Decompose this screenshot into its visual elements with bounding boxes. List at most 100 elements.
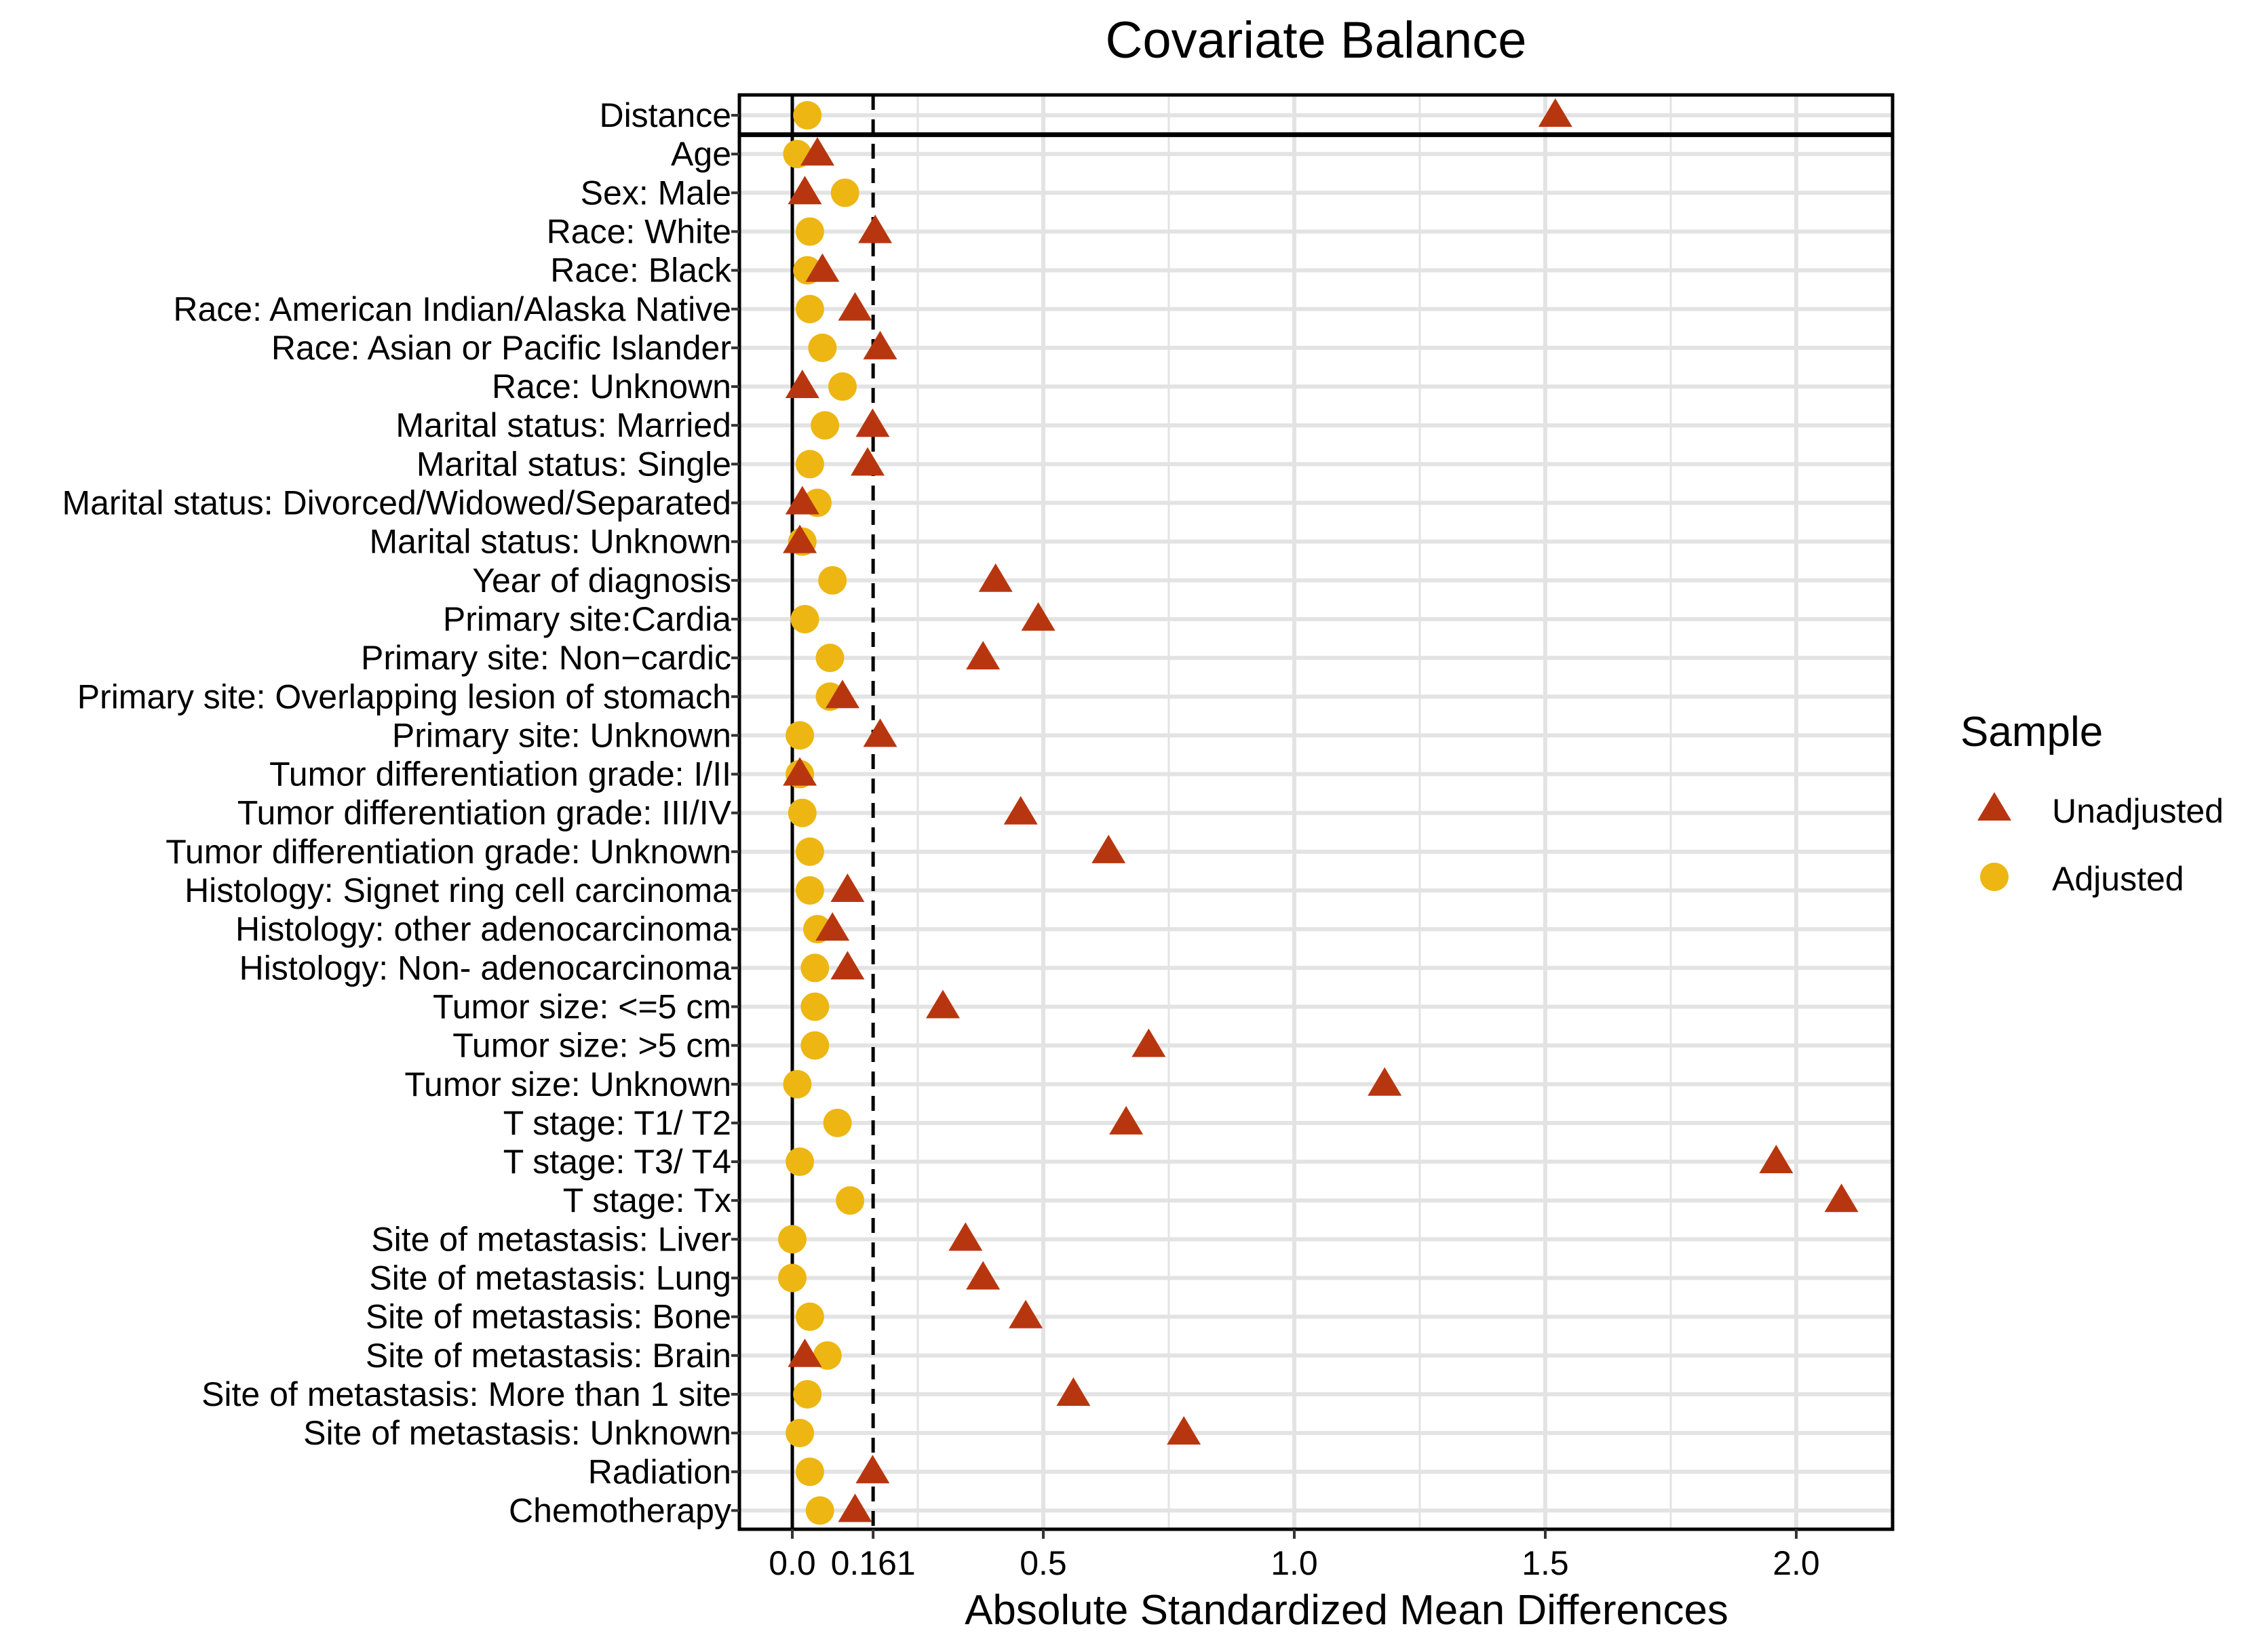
y-tick-label: Radiation xyxy=(588,1453,731,1491)
point-adjusted xyxy=(811,411,840,440)
point-adjusted xyxy=(795,294,824,323)
y-tick-label: Tumor size: <=5 cm xyxy=(433,987,731,1025)
point-unadjusted xyxy=(1538,98,1572,127)
point-unadjusted xyxy=(855,408,890,437)
grid-lines xyxy=(739,95,1893,1529)
point-unadjusted xyxy=(855,1455,890,1484)
y-tick-label: Tumor size: Unknown xyxy=(404,1065,731,1103)
point-unadjusted xyxy=(830,873,865,902)
point-unadjusted xyxy=(788,176,822,205)
y-tick-label: Tumor differentiation grade: Unknown xyxy=(166,833,731,871)
point-adjusted xyxy=(800,992,830,1021)
point-unadjusted xyxy=(788,1338,822,1367)
point-unadjusted xyxy=(1109,1105,1144,1135)
point-unadjusted xyxy=(1091,834,1126,863)
y-tick-label: Histology: other adenocarcinoma xyxy=(235,910,731,948)
point-adjusted xyxy=(783,1069,812,1099)
y-tick-label: T stage: T3/ T4 xyxy=(503,1143,731,1181)
point-unadjusted xyxy=(830,951,865,980)
legend: Sample Unadjusted Adjusted xyxy=(1960,709,2224,898)
point-unadjusted xyxy=(783,524,817,553)
y-tick-label: Primary site: Non−cardic xyxy=(361,639,731,677)
point-unadjusted xyxy=(1824,1183,1859,1213)
x-tick-label: 0.161 xyxy=(831,1544,916,1582)
y-tick-label: Race: Asian or Pacific Islander xyxy=(271,329,731,367)
y-tick-label: Site of metastasis: Bone xyxy=(366,1298,731,1336)
y-tick-label: Marital status: Married xyxy=(395,406,731,444)
point-unadjusted xyxy=(966,1261,1001,1290)
legend-label-adjusted: Adjusted xyxy=(2052,860,2184,898)
y-tick-label: Histology: Non- adenocarcinoma xyxy=(239,949,732,987)
point-unadjusted xyxy=(1131,1028,1166,1057)
y-tick-label: Marital status: Divorced/Widowed/Separat… xyxy=(62,484,731,522)
x-tick-label: 0.0 xyxy=(769,1544,816,1582)
y-tick-label: Tumor differentiation grade: III/IV xyxy=(237,794,732,832)
point-unadjusted xyxy=(851,447,885,476)
y-tick-label: Age xyxy=(671,135,731,173)
point-unadjusted xyxy=(863,718,897,747)
point-unadjusted xyxy=(978,563,1013,592)
y-tick-label: Race: White xyxy=(547,212,731,250)
y-tick-label: Race: Black xyxy=(550,252,732,290)
x-tick-label: 2.0 xyxy=(1773,1544,1820,1582)
point-unadjusted xyxy=(1056,1377,1091,1406)
y-tick-label: Race: Unknown xyxy=(492,368,731,406)
point-adjusted xyxy=(786,1147,815,1177)
point-unadjusted xyxy=(815,912,850,941)
point-unadjusted xyxy=(838,292,872,321)
x-tick-label: 1.0 xyxy=(1271,1544,1318,1582)
data-points xyxy=(778,98,1859,1525)
y-tick-label: Site of metastasis: Unknown xyxy=(303,1414,731,1452)
point-adjusted xyxy=(818,566,847,595)
y-tick-label: Primary site:Cardia xyxy=(443,600,731,638)
point-unadjusted xyxy=(1368,1067,1402,1096)
y-tick-label: Marital status: Single xyxy=(417,445,731,483)
y-tick-label: Site of metastasis: Lung xyxy=(369,1259,731,1297)
x-axis: 0.0 0.161 0.5 1.0 1.5 2.0 xyxy=(769,1529,1820,1582)
point-unadjusted xyxy=(785,486,819,515)
point-adjusted xyxy=(836,1186,865,1215)
point-adjusted xyxy=(793,1379,822,1409)
x-tick-label: 1.5 xyxy=(1522,1544,1569,1582)
y-tick-label: Site of metastasis: Brain xyxy=(366,1337,731,1375)
point-adjusted xyxy=(795,1302,824,1331)
point-adjusted xyxy=(795,217,824,246)
legend-unadjusted-triangle-icon xyxy=(1977,792,2011,821)
point-adjusted xyxy=(813,1341,842,1370)
y-tick-label: Sex: Male xyxy=(581,174,731,212)
point-unadjusted xyxy=(1009,1299,1043,1329)
point-adjusted xyxy=(805,1496,834,1525)
y-tick-label: Tumor differentiation grade: I/II xyxy=(269,755,731,793)
point-adjusted xyxy=(795,876,824,905)
point-adjusted xyxy=(815,644,845,673)
y-tick-label: Year of diagnosis xyxy=(472,562,731,599)
y-tick-label: Race: American Indian/Alaska Native xyxy=(173,290,731,328)
point-adjusted xyxy=(808,333,837,362)
x-axis-title: Absolute Standardized Mean Differences xyxy=(965,1587,1728,1634)
y-tick-label: Primary site: Unknown xyxy=(392,716,731,754)
y-tick-label: Primary site: Overlapping lesion of stom… xyxy=(77,677,731,715)
point-adjusted xyxy=(828,372,857,401)
y-tick-label: Site of metastasis: More than 1 site xyxy=(201,1375,731,1413)
point-unadjusted xyxy=(805,253,840,282)
point-adjusted xyxy=(800,1031,830,1060)
point-adjusted xyxy=(830,178,859,208)
y-tick-label: Site of metastasis: Liver xyxy=(371,1220,731,1258)
legend-label-unadjusted: Unadjusted xyxy=(2052,792,2224,830)
point-adjusted xyxy=(800,953,830,983)
y-tick-label: Histology: Signet ring cell carcinoma xyxy=(185,871,731,909)
point-adjusted xyxy=(793,101,822,130)
y-tick-label: Distance xyxy=(599,96,731,134)
point-unadjusted xyxy=(1003,795,1038,825)
legend-title: Sample xyxy=(1960,709,2103,755)
point-unadjusted xyxy=(1759,1145,1794,1174)
point-adjusted xyxy=(778,1263,807,1293)
y-tick-label: Chemotherapy xyxy=(509,1491,731,1529)
point-unadjusted xyxy=(826,680,859,709)
point-unadjusted xyxy=(863,330,897,359)
point-unadjusted xyxy=(785,370,819,399)
point-adjusted xyxy=(795,837,824,866)
y-tick-label: T stage: T1/ T2 xyxy=(503,1104,731,1142)
